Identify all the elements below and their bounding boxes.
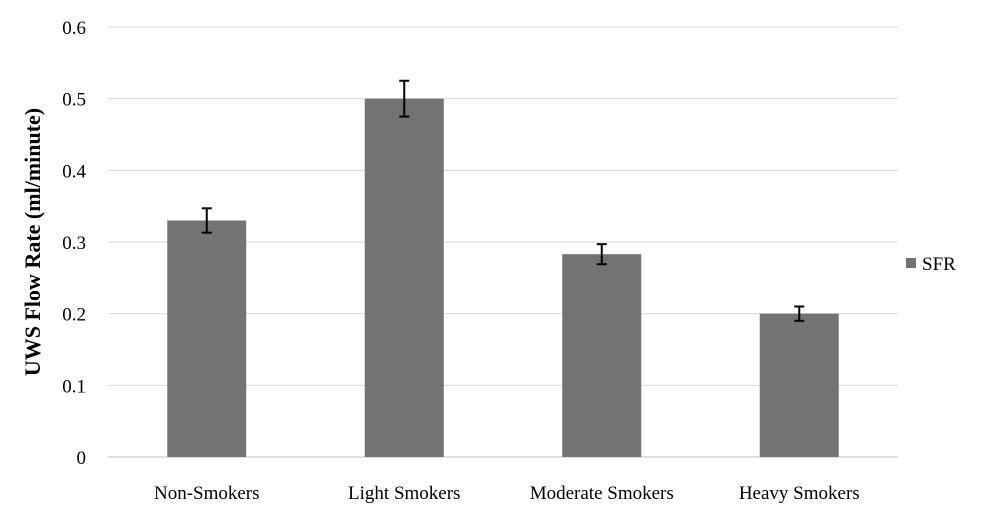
y-axis-ticks: 0 0.1 0.2 0.3 0.4 0.5 0.6 xyxy=(62,18,86,469)
bar xyxy=(167,220,247,457)
error-bar xyxy=(596,243,607,266)
y-tick-label: 0.3 xyxy=(62,233,86,254)
bars xyxy=(167,98,839,458)
legend-label: SFR xyxy=(922,254,956,275)
x-category-label: Light Smokers xyxy=(348,483,460,504)
y-tick-label: 0.2 xyxy=(62,305,86,326)
x-category-label: Non-Smokers xyxy=(154,483,260,504)
y-tick-label: 0.4 xyxy=(62,161,86,182)
y-tick-label: 0 xyxy=(77,448,87,469)
legend: SFR xyxy=(906,254,956,275)
y-axis-title: UWS Flow Rate (ml/minute) xyxy=(20,108,45,376)
error-bar xyxy=(201,207,212,234)
bar xyxy=(364,98,444,458)
bar xyxy=(759,313,839,457)
y-tick-label: 0.6 xyxy=(62,18,86,39)
error-bar xyxy=(794,305,805,322)
x-axis-categories: Non-Smokers Light Smokers Moderate Smokers… xyxy=(154,483,860,504)
y-tick-label: 0.1 xyxy=(62,376,86,397)
error-bars xyxy=(201,79,805,322)
legend-swatch xyxy=(906,258,916,268)
bar xyxy=(562,254,642,457)
x-category-label: Heavy Smokers xyxy=(739,483,860,504)
error-bar xyxy=(399,79,410,118)
x-category-label: Moderate Smokers xyxy=(530,483,674,504)
y-tick-label: 0.5 xyxy=(62,90,86,111)
